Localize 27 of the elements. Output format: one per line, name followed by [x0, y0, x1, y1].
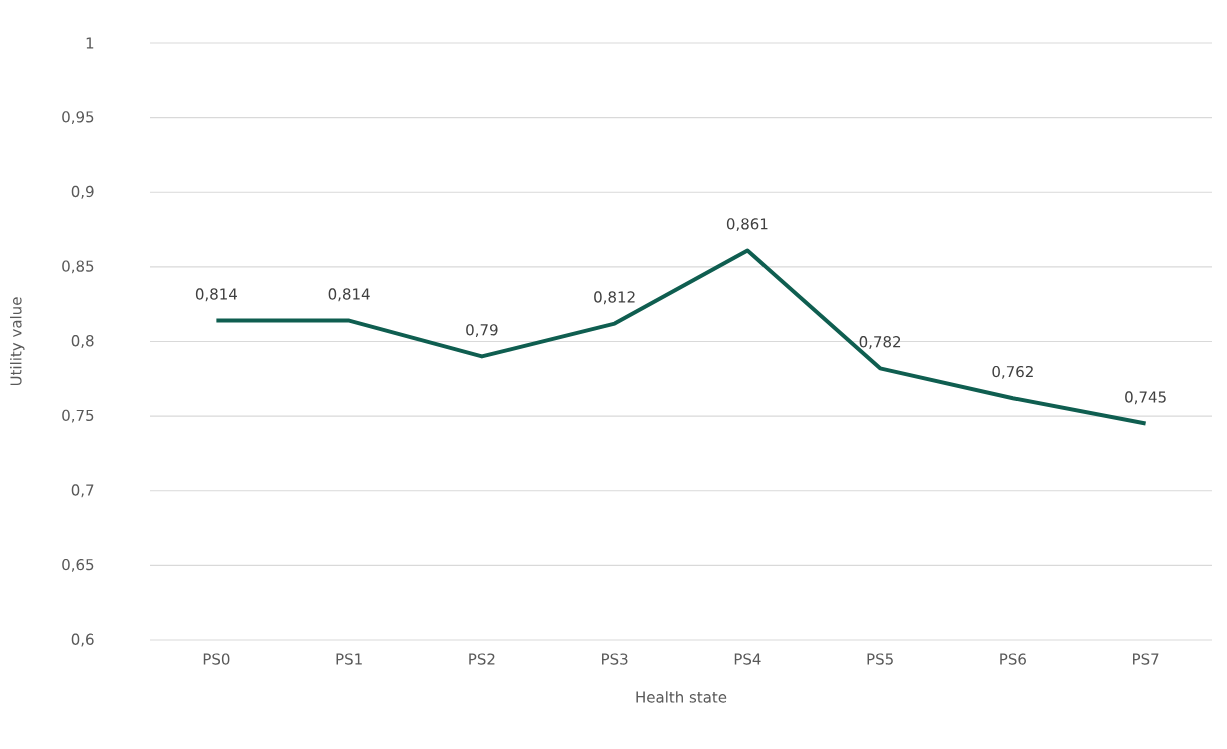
data-label: 0,814 [195, 288, 237, 302]
x-tick-label: PS0 [203, 653, 230, 665]
x-tick-label: PS2 [469, 653, 495, 665]
y-tick-label: 1 [86, 37, 94, 49]
y-tick-label: 0,75 [62, 409, 94, 423]
y-axis-title: Utility value [10, 297, 25, 386]
y-tick-label: 0,65 [62, 558, 94, 572]
x-tick-label: PS3 [602, 653, 628, 665]
data-label: 0,79 [466, 324, 498, 338]
y-tick-label: 0,9 [71, 185, 94, 199]
data-label: 0,861 [726, 218, 768, 232]
data-label: 0,745 [1125, 391, 1166, 405]
x-tick-label: PS1 [336, 653, 362, 665]
data-label: 0,814 [328, 288, 370, 302]
x-tick-label: PS5 [867, 653, 893, 665]
x-tick-label: PS4 [734, 653, 761, 665]
y-tick-label: 0,85 [62, 260, 94, 274]
x-axis-title: Health state [636, 691, 727, 703]
y-tick-label: 0,8 [71, 335, 94, 348]
y-tick-label: 0,95 [62, 111, 94, 125]
data-label: 0,762 [992, 365, 1033, 379]
data-label: 0,812 [594, 291, 635, 305]
x-tick-label: PS6 [1000, 653, 1026, 665]
y-tick-label: 0,6 [71, 633, 94, 647]
y-tick-label: 0,7 [71, 484, 94, 498]
x-tick-label: PS7 [1133, 653, 1159, 665]
data-label: 0,782 [859, 336, 901, 349]
